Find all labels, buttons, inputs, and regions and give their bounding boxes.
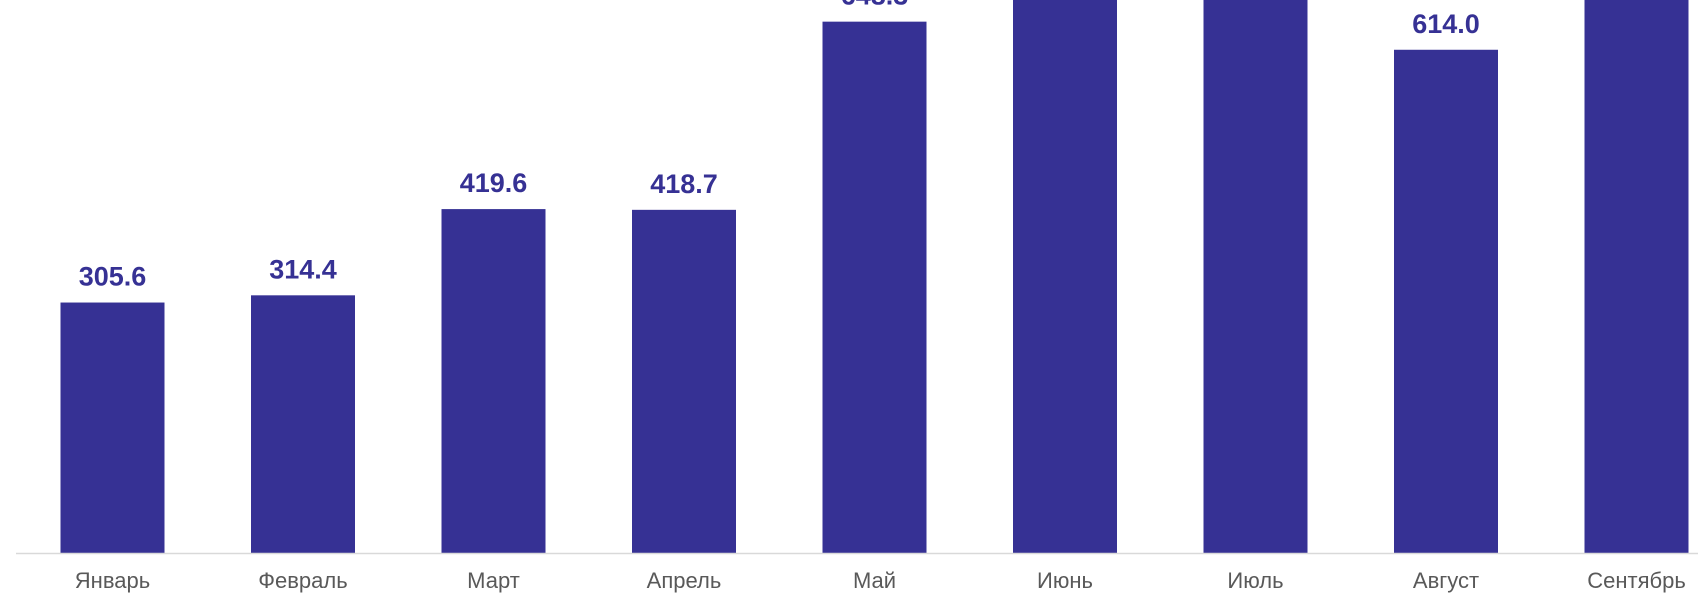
bar-value-label: 419.6 — [460, 168, 528, 198]
bar-1 — [60, 302, 165, 553]
value-labels-group: 305.6314.4419.6418.7648.3738.3742.5614.0… — [79, 0, 1480, 292]
bar-7 — [1203, 0, 1308, 553]
x-tick-label: Июль — [1227, 568, 1283, 593]
x-tick-label: Февраль — [258, 568, 347, 593]
bar-value-label: 648.3 — [841, 0, 909, 11]
bar-8 — [1394, 49, 1498, 554]
bar-value-label: 305.6 — [79, 262, 147, 292]
x-tick-label: Апрель — [647, 568, 722, 593]
x-tick-label: Сентябрь — [1587, 568, 1686, 593]
bars-group — [60, 0, 1689, 554]
bar-2 — [251, 295, 355, 553]
bar-9 — [1584, 0, 1689, 553]
bar-value-label: 314.4 — [269, 254, 337, 284]
bar-3 — [441, 209, 546, 554]
x-tick-label: Август — [1413, 568, 1479, 593]
bar-5 — [822, 21, 927, 553]
x-tick-label: Январь — [75, 568, 150, 593]
bar-6 — [1013, 0, 1117, 553]
x-tick-label: Июнь — [1037, 568, 1093, 593]
bar-4 — [632, 209, 736, 553]
x-tick-label: Март — [467, 568, 520, 593]
x-tick-label: Май — [853, 568, 896, 593]
bar-value-label: 418.7 — [650, 169, 718, 199]
x-tick-labels-group: Январь Февраль Март Апрель Май Июнь Июль Август… — [75, 568, 1686, 593]
bar-value-label: 614.0 — [1412, 9, 1480, 39]
